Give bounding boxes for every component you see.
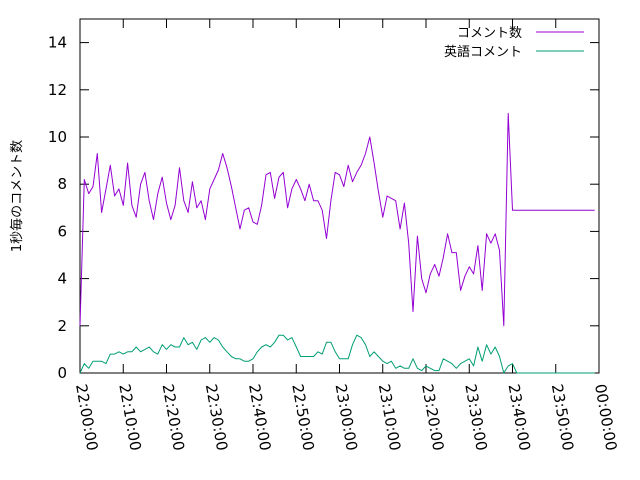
x-tick-label: 22:00:00	[72, 383, 101, 452]
y-tick-label: 2	[57, 317, 67, 335]
x-tick-label: 23:30:00	[461, 383, 490, 452]
x-tick-label: 23:20:00	[418, 383, 447, 452]
legend-label-1: コメント数	[457, 26, 522, 41]
legend-label-2: 英語コメント	[444, 44, 522, 60]
y-tick-label: 4	[57, 270, 67, 288]
x-tick-label: 22:20:00	[159, 383, 188, 452]
y-tick-label: 12	[48, 81, 67, 99]
y-axis-title: 1秒毎のコメント数	[9, 140, 25, 252]
y-tick-label: 10	[48, 128, 67, 146]
y-tick-label: 0	[57, 364, 67, 382]
x-tick-label: 23:00:00	[332, 383, 361, 452]
x-tick-label: 22:30:00	[202, 383, 231, 452]
x-axis: 22:00:00 22:10:00 22:20:00 22:30:00 22:40:00…	[72, 19, 620, 452]
y-axis: 0 2 4 6 8 10 12 14	[48, 34, 599, 382]
x-tick-label: 22:50:00	[288, 383, 317, 452]
x-tick-label: 22:10:00	[115, 383, 144, 452]
y-tick-label: 6	[57, 222, 67, 240]
y-tick-label: 8	[57, 175, 67, 193]
x-tick-label: 23:50:00	[548, 383, 577, 452]
series-line-1	[79, 112, 595, 327]
series-layer	[79, 112, 595, 374]
y-tick-label: 14	[48, 34, 67, 52]
x-tick-label: 22:40:00	[245, 383, 274, 452]
x-tick-label: 23:40:00	[505, 383, 534, 452]
series-line-2	[79, 334, 595, 374]
x-tick-label: 23:10:00	[375, 383, 404, 452]
x-tick-label: 00:00:00	[591, 383, 620, 452]
